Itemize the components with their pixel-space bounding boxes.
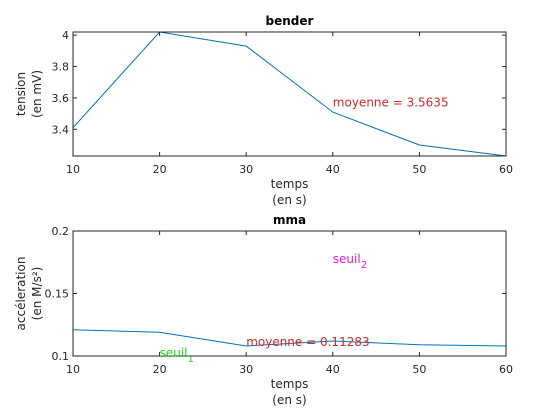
chart-panel-2: 10 20 30 40 50 60 0.1 0.15 0.2 mma temps (en s) accé… (14, 213, 513, 407)
x-axis-label: (en s) (272, 193, 306, 207)
series-line-1 (72, 31, 507, 157)
y-tick-label: 3.6 (52, 92, 70, 105)
x-tick-label: 60 (499, 163, 513, 176)
chart-title: mma (273, 213, 306, 227)
y-axis-label: (en mV) (30, 70, 44, 118)
y-axis-label: accéleration (14, 257, 28, 331)
x-tick-label: 30 (239, 163, 253, 176)
x-axis-label: temps (271, 377, 309, 391)
x-axis-label: (en s) (272, 393, 306, 407)
threshold-label: seuil2 (333, 252, 367, 271)
chart-title: bender (266, 14, 314, 28)
series-line-1 (72, 329, 507, 347)
x-tick-label: 20 (153, 163, 167, 176)
x-tick-label: 10 (66, 163, 80, 176)
y-axis-label: tension (14, 72, 28, 116)
mean-annotation: moyenne = 0.11283 (246, 335, 369, 349)
chart-panel-1: 10 20 30 40 50 60 3.4 3.6 3.8 4 bender temps (en s) t… (14, 14, 513, 207)
axes-box (72, 31, 507, 157)
x-tick-label: 60 (499, 363, 513, 376)
x-tick-label: 50 (412, 363, 426, 376)
x-tick-label: 40 (326, 163, 340, 176)
y-axis-label: (en M/s²) (30, 267, 44, 321)
mean-annotation: moyenne = 3.5635 (333, 96, 449, 110)
y-tick-label: 3.4 (52, 123, 70, 136)
y-tick-label: 0.15 (45, 288, 70, 301)
x-tick-label: 40 (326, 363, 340, 376)
y-tick-label: 0.2 (52, 225, 70, 238)
x-tick-label: 20 (153, 363, 167, 376)
y-tick-label: 4 (62, 29, 69, 42)
x-tick-label: 50 (412, 163, 426, 176)
x-tick-label: 30 (239, 363, 253, 376)
y-tick-label: 3.8 (52, 61, 70, 74)
x-axis-label: temps (271, 177, 309, 191)
x-tick-label: 10 (66, 363, 80, 376)
y-tick-label: 0.1 (52, 350, 70, 363)
